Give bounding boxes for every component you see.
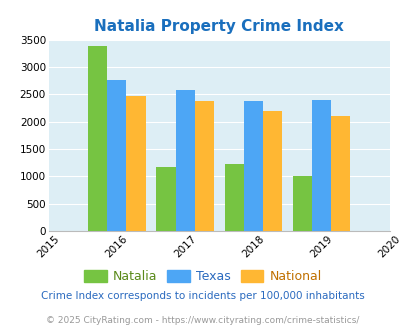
Bar — [224, 164, 243, 231]
Bar — [311, 100, 330, 231]
Bar — [175, 90, 194, 231]
Bar — [330, 115, 350, 231]
Bar — [243, 101, 262, 231]
Title: Natalia Property Crime Index: Natalia Property Crime Index — [94, 19, 343, 34]
Bar — [156, 167, 175, 231]
Bar — [194, 101, 213, 231]
Text: Crime Index corresponds to incidents per 100,000 inhabitants: Crime Index corresponds to incidents per… — [41, 291, 364, 301]
Bar — [262, 111, 281, 231]
Text: © 2025 CityRating.com - https://www.cityrating.com/crime-statistics/: © 2025 CityRating.com - https://www.city… — [46, 316, 359, 325]
Bar — [292, 176, 311, 231]
Legend: Natalia, Texas, National: Natalia, Texas, National — [79, 265, 326, 288]
Bar — [107, 80, 126, 231]
Bar — [126, 96, 145, 231]
Bar — [88, 46, 107, 231]
